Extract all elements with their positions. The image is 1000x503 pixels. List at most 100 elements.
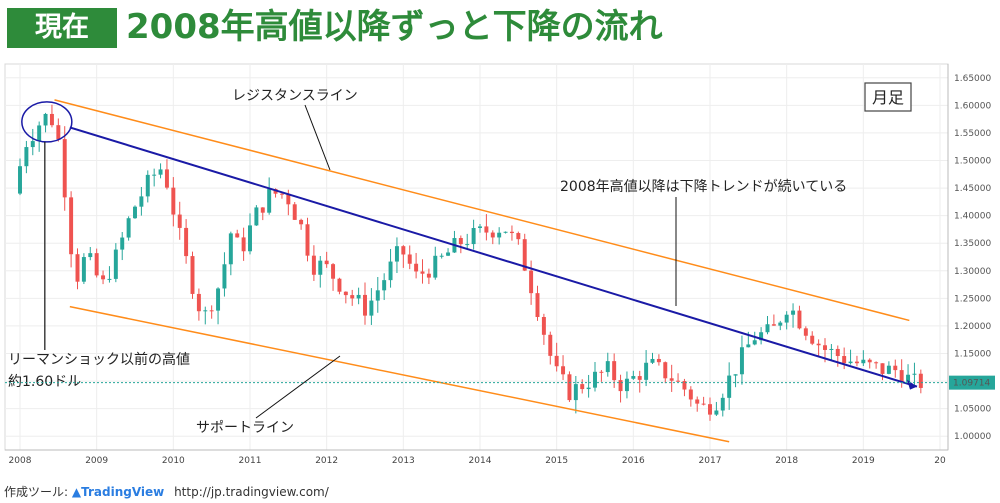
candle-body <box>363 294 367 316</box>
candle-body <box>62 139 67 198</box>
candle-body <box>778 322 783 326</box>
candle-body <box>337 278 342 292</box>
candle-body <box>235 233 240 238</box>
candle-body <box>906 374 911 382</box>
candle-body <box>164 169 169 188</box>
candle-body <box>145 174 150 197</box>
candle-body <box>139 196 144 207</box>
candle-body <box>420 271 425 274</box>
source-url[interactable]: http://jp.tradingview.com/ <box>174 485 329 499</box>
candle-body <box>203 310 208 312</box>
candle-body <box>369 300 374 316</box>
candle-body <box>573 384 578 401</box>
candle-body <box>465 244 470 246</box>
candle-body <box>126 218 131 238</box>
candle-body <box>497 232 502 238</box>
y-tick-label: 1.20000 <box>954 322 991 332</box>
annotation-lehman-high: リーマンショック以前の高値 <box>8 351 190 368</box>
annotation-leader <box>255 355 341 419</box>
candle-body <box>535 293 540 318</box>
candle-body <box>886 365 891 374</box>
x-tick-label: 2010 <box>162 456 185 466</box>
candle-body <box>101 275 106 280</box>
chart-grid <box>4 63 949 451</box>
candle-body <box>133 206 137 219</box>
plot-frame <box>4 63 949 451</box>
candle-body <box>701 403 706 405</box>
last-price-badge <box>949 375 995 390</box>
candle-body <box>714 410 719 415</box>
y-tick-label: 1.35000 <box>954 239 991 249</box>
candle-body <box>561 366 566 375</box>
x-tick-label: 2019 <box>852 456 875 466</box>
candle-body <box>727 375 732 398</box>
candle-body <box>196 293 201 312</box>
candle-body <box>478 226 482 228</box>
candle-body <box>522 239 527 271</box>
candle-body <box>695 399 700 404</box>
candle-body <box>631 376 636 379</box>
support-line <box>69 305 730 443</box>
candle-body <box>618 380 623 392</box>
header: 現在 2008年高値以降ずっと下降の流れ <box>0 0 1000 50</box>
candle-body <box>120 237 125 250</box>
candle-body <box>893 365 898 371</box>
candle-body <box>439 255 444 257</box>
candle-body <box>637 376 642 380</box>
candle-body <box>152 174 157 176</box>
candle-body <box>426 273 431 278</box>
candle-body <box>394 246 399 262</box>
candle-body <box>791 310 796 315</box>
candle-body <box>177 214 182 228</box>
y-tick-label: 1.25000 <box>954 294 991 304</box>
candle-body <box>43 113 48 126</box>
candle-body <box>656 358 661 363</box>
trend-arrow-head <box>907 379 917 390</box>
candle-body <box>612 361 617 381</box>
status-badge: 現在 <box>7 8 117 48</box>
annotations: 月足 レジスタンスライン 2008年高値以降は下降トレンドが続いているリーマンショッ… <box>8 82 912 436</box>
candle-body <box>835 348 840 357</box>
candle-body <box>823 345 827 350</box>
candle-body <box>88 253 93 258</box>
candle-body <box>292 204 297 220</box>
candle-body <box>803 328 808 336</box>
candle-body <box>759 332 764 341</box>
candle-body <box>708 404 712 415</box>
candle-body <box>24 147 29 167</box>
y-tick-label: 1.15000 <box>954 350 991 360</box>
candle-body <box>94 253 99 276</box>
brand-name: TradingView <box>81 485 165 499</box>
candle-body <box>829 348 834 350</box>
x-tick-label: 2016 <box>622 456 645 466</box>
candlestick-chart: 月足 レジスタンスライン 2008年高値以降は下降トレンドが続いているリーマンショッ… <box>4 63 995 466</box>
y-tick-label: 1.65000 <box>954 74 991 84</box>
trend-lines <box>54 99 918 443</box>
candle-body <box>209 310 214 312</box>
y-tick-label: 1.40000 <box>954 212 991 222</box>
y-tick-label: 1.60000 <box>954 101 991 111</box>
candle-body <box>765 324 770 333</box>
x-tick-label: 20 <box>934 456 946 466</box>
trend-line <box>69 126 918 388</box>
candle-body <box>458 238 463 245</box>
x-tick-label: 2015 <box>545 456 568 466</box>
candle-body <box>81 257 86 282</box>
chart-area: 月足 レジスタンスライン 2008年高値以降は下降トレンドが続いている リーマンショッ… <box>0 58 1000 470</box>
candle-body <box>682 381 687 390</box>
candle-body <box>471 227 476 245</box>
candle-body <box>388 261 393 281</box>
candle-body <box>899 370 904 382</box>
candle-body <box>37 125 42 142</box>
candle-body <box>279 193 284 195</box>
candle-body <box>107 278 112 280</box>
y-tick-label: 1.30000 <box>954 267 991 277</box>
y-tick-label: 1.55000 <box>954 129 991 139</box>
candle-body <box>529 270 534 294</box>
candle-body <box>784 314 789 323</box>
annotation-leader <box>304 104 331 171</box>
candle-body <box>586 387 591 390</box>
candle-body <box>382 280 387 291</box>
candle-body <box>241 237 246 252</box>
candle-body <box>113 249 118 279</box>
